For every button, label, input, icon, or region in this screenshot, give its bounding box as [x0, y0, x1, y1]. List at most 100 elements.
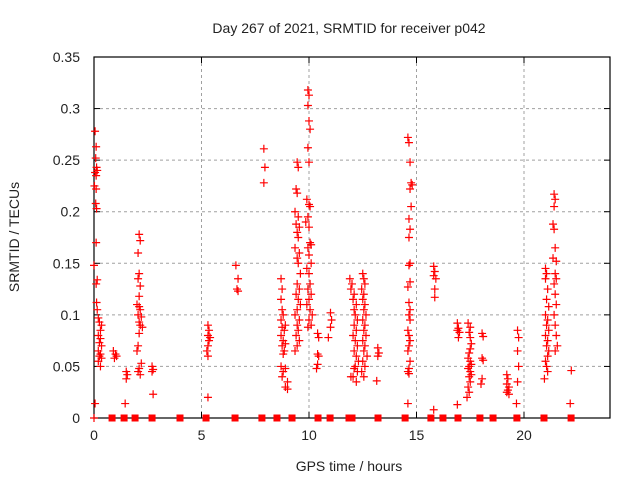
data-point — [301, 218, 310, 227]
data-point — [92, 185, 101, 194]
data-point — [137, 312, 146, 321]
y-tick-label: 0.3 — [61, 101, 81, 117]
data-point — [306, 125, 315, 134]
data-point — [93, 305, 102, 314]
data-point — [359, 290, 368, 299]
data-point — [346, 372, 355, 381]
data-point — [348, 279, 356, 288]
data-point — [137, 359, 146, 368]
data-point — [112, 352, 121, 361]
data-point — [551, 321, 560, 330]
data-point — [134, 248, 143, 257]
data-point — [135, 329, 144, 338]
data-point — [203, 331, 212, 340]
data-point — [326, 414, 334, 422]
data-point — [363, 352, 372, 361]
data-point — [373, 343, 382, 352]
data-point — [358, 316, 367, 325]
data-point — [326, 323, 335, 332]
data-point — [278, 285, 287, 294]
data-point — [503, 386, 512, 395]
data-point — [542, 269, 551, 278]
data-point — [97, 341, 106, 350]
data-point — [303, 285, 312, 294]
data-point — [358, 336, 367, 345]
data-point — [136, 281, 145, 290]
data-point — [259, 178, 268, 187]
data-point — [466, 323, 475, 332]
data-point — [96, 362, 105, 371]
data-point — [502, 370, 511, 379]
data-point — [476, 414, 484, 422]
x-tick-label: 20 — [516, 427, 532, 443]
data-point — [466, 377, 475, 386]
data-point — [359, 305, 368, 314]
data-point — [504, 390, 513, 399]
data-point — [543, 285, 552, 294]
data-point — [514, 333, 523, 342]
data-point — [358, 269, 367, 278]
data-point — [552, 257, 561, 266]
data-point — [553, 341, 562, 350]
data-point — [305, 295, 313, 304]
data-point — [349, 331, 358, 340]
data-point — [294, 163, 303, 172]
data-point — [138, 323, 147, 332]
data-point — [136, 305, 145, 314]
data-point — [131, 414, 139, 422]
data-point — [120, 414, 128, 422]
data-point — [303, 86, 312, 95]
data-point — [465, 388, 474, 397]
data-point — [260, 163, 269, 172]
data-point — [357, 367, 366, 376]
plot-frame — [93, 56, 611, 419]
data-point — [294, 295, 303, 304]
data-point — [406, 277, 415, 286]
data-point — [543, 336, 552, 345]
data-point — [360, 362, 369, 371]
data-point — [292, 331, 301, 340]
data-point — [479, 356, 488, 365]
series-zero-level — [108, 414, 575, 422]
data-point — [293, 341, 302, 350]
data-point — [277, 316, 286, 325]
x-tick-label: 10 — [301, 427, 317, 443]
data-point — [373, 352, 382, 361]
data-point — [404, 233, 413, 242]
data-point — [305, 269, 313, 278]
data-point — [406, 316, 415, 325]
data-point — [350, 305, 359, 314]
data-point — [234, 287, 243, 296]
data-point — [513, 414, 521, 422]
data-point — [92, 171, 101, 180]
data-point — [202, 414, 210, 422]
data-point — [91, 399, 100, 408]
data-point — [430, 285, 439, 294]
data-point — [302, 264, 311, 273]
data-point — [352, 300, 361, 309]
data-point — [348, 414, 356, 422]
data-point — [149, 390, 158, 399]
data-point — [148, 414, 156, 422]
chart-title: Day 267 of 2021, SRMTID for receiver p04… — [212, 20, 485, 36]
data-point — [108, 414, 116, 422]
data-point — [294, 326, 303, 335]
data-point — [351, 310, 360, 319]
data-point — [312, 364, 321, 373]
data-point — [540, 374, 549, 383]
data-point — [513, 326, 522, 335]
data-point — [302, 300, 311, 309]
x-tick-label: 5 — [198, 427, 206, 443]
data-point — [360, 279, 369, 288]
data-point — [542, 362, 551, 371]
data-point — [513, 346, 522, 355]
data-point — [96, 350, 105, 359]
data-point — [92, 142, 101, 151]
data-point — [541, 357, 550, 366]
data-point — [550, 225, 559, 234]
data-point — [288, 414, 296, 422]
data-point — [463, 393, 472, 402]
data-point — [550, 202, 559, 211]
data-point — [351, 336, 360, 345]
data-point — [306, 305, 315, 314]
